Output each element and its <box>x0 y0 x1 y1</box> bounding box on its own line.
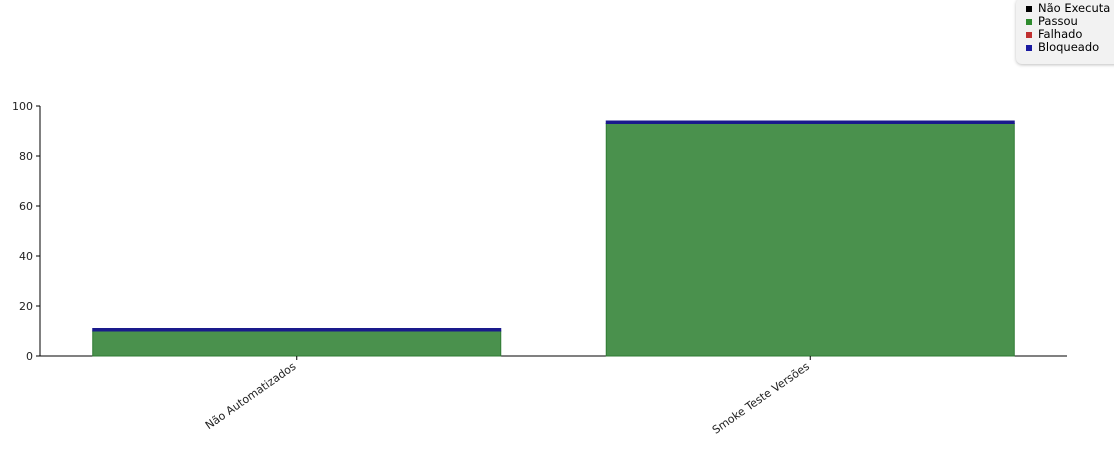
legend-item: Não Executa <box>1026 2 1114 15</box>
y-tick-label: 0 <box>26 350 33 363</box>
legend-swatch-icon <box>1026 18 1032 25</box>
legend-label: Não Executa <box>1038 1 1111 15</box>
bar-segment <box>92 328 502 332</box>
y-tick-label: 80 <box>19 150 33 163</box>
y-tick-label: 20 <box>19 300 33 313</box>
y-tick-label: 60 <box>19 200 33 213</box>
legend-item: Bloqueado <box>1026 41 1114 54</box>
bar-segment <box>605 120 1015 124</box>
bar-segment <box>92 330 502 357</box>
legend-label: Bloqueado <box>1038 40 1100 54</box>
y-tick-label: 100 <box>12 100 33 113</box>
legend: Não Executa Passou Falhado Bloqueado <box>1016 0 1114 64</box>
legend-label: Passou <box>1038 14 1078 28</box>
legend-item: Falhado <box>1026 28 1114 41</box>
legend-item: Passou <box>1026 15 1114 28</box>
legend-label: Falhado <box>1038 27 1083 41</box>
x-tick-label: Não Automatizados <box>203 360 299 432</box>
legend-swatch-icon <box>1026 44 1032 51</box>
x-tick-label: Smoke Teste Versões <box>710 360 812 437</box>
legend-swatch-icon <box>1026 31 1032 38</box>
bar-segment <box>605 123 1015 357</box>
y-tick-label: 40 <box>19 250 33 263</box>
legend-swatch-icon <box>1026 5 1032 12</box>
